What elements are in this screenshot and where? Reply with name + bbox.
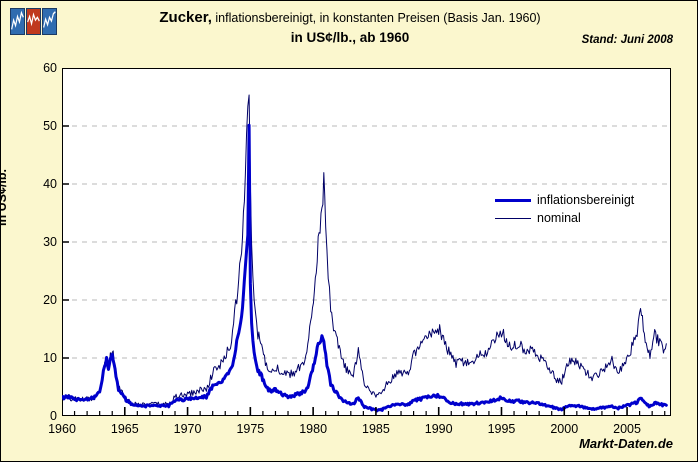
y-axis-tick-40: 40 bbox=[43, 177, 57, 191]
x-axis-tick-1975: 1975 bbox=[236, 422, 265, 436]
x-axis-tick-1965: 1965 bbox=[110, 422, 139, 436]
y-axis-tick-20: 20 bbox=[43, 293, 57, 307]
x-axis-tick-1990: 1990 bbox=[424, 422, 453, 436]
legend: inflationsbereinigt nominal bbox=[495, 191, 634, 227]
chart-title-rest: inflationsbereinigt, in konstanten Preis… bbox=[211, 11, 541, 25]
series-line-inflationsbereinigt bbox=[62, 123, 668, 413]
legend-item-nominal: nominal bbox=[495, 209, 634, 227]
legend-label-nominal: nominal bbox=[537, 211, 581, 225]
status-date: Stand: Juni 2008 bbox=[581, 34, 673, 46]
x-axis-tick-1985: 1985 bbox=[362, 422, 390, 436]
chart-title: Zucker, inflationsbereinigt, in konstant… bbox=[1, 9, 698, 26]
markt-daten-logo bbox=[10, 8, 57, 35]
y-axis-title: in US¢/lb. bbox=[0, 169, 9, 226]
logo-panel-left bbox=[10, 8, 25, 35]
x-axis-tick-1960: 1960 bbox=[48, 422, 76, 436]
y-axis-tick-50: 50 bbox=[43, 119, 57, 133]
x-axis-tick-2000: 2000 bbox=[550, 422, 579, 436]
watermark-source: Markt-Daten.de bbox=[579, 436, 673, 451]
x-axis-tick-1970: 1970 bbox=[173, 422, 202, 436]
chart-subtitle: in US¢/lb., ab 1960 bbox=[290, 30, 410, 45]
plot-area bbox=[62, 68, 671, 416]
y-axis-tick-0: 0 bbox=[50, 409, 57, 423]
y-axis-tick-30: 30 bbox=[43, 235, 57, 249]
legend-swatch-nominal bbox=[495, 217, 531, 219]
legend-swatch-inflationsbereinigt bbox=[495, 198, 531, 202]
logo-panel-right bbox=[42, 8, 57, 35]
series-canvas bbox=[62, 68, 671, 416]
legend-label-inflationsbereinigt: inflationsbereinigt bbox=[537, 193, 635, 207]
x-axis-tick-1980: 1980 bbox=[299, 422, 328, 436]
legend-item-inflationsbereinigt: inflationsbereinigt bbox=[495, 191, 634, 209]
y-axis-tick-60: 60 bbox=[43, 61, 57, 75]
series-line-nominal bbox=[62, 94, 667, 408]
x-axis-tick-labels: 1960 1965 1970 1975 1980 1985 1990 1995 2000 2005 bbox=[48, 422, 671, 442]
y-axis-tick-10: 10 bbox=[43, 351, 57, 365]
x-axis-tick-2005: 2005 bbox=[613, 422, 641, 436]
y-axis-tick-labels: 0 10 20 30 40 50 60 bbox=[15, 61, 57, 423]
logo-panel-middle bbox=[26, 8, 41, 35]
chart-title-bold: Zucker, bbox=[159, 9, 212, 26]
x-axis-tick-1995: 1995 bbox=[487, 422, 516, 436]
